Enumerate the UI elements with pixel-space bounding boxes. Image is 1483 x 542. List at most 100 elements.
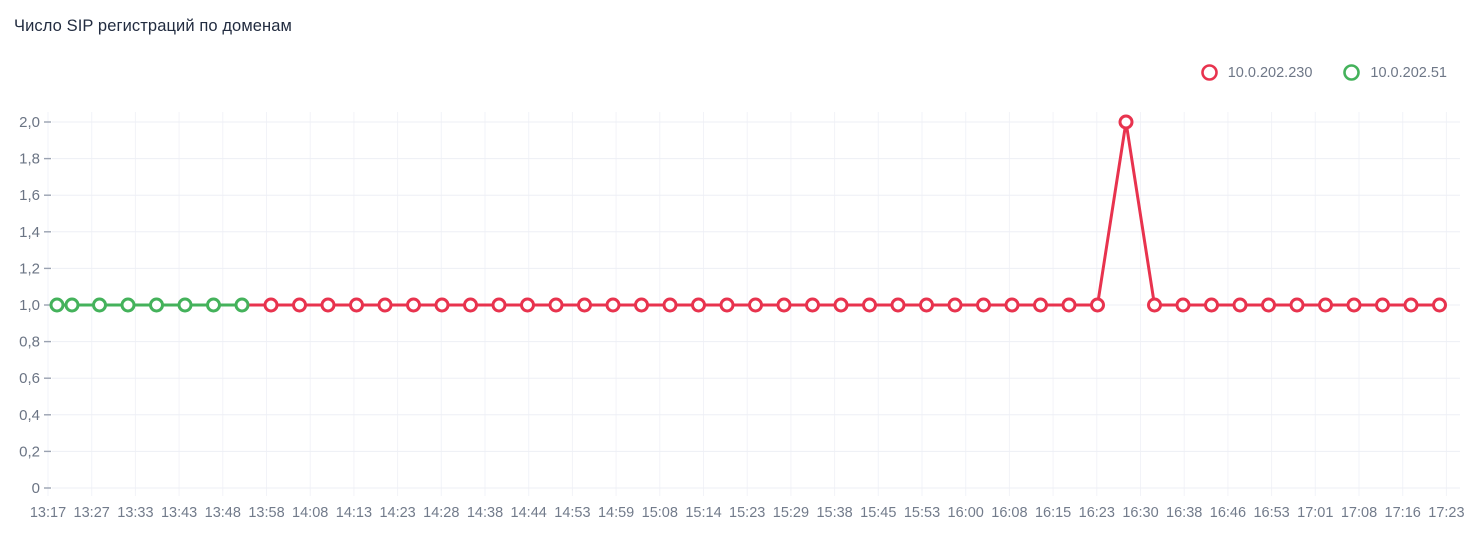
x-axis-label: 14:23	[379, 505, 415, 521]
series-marker-icon	[1343, 64, 1361, 81]
data-point-marker[interactable]	[206, 297, 221, 313]
legend-item-10-0-202-230[interactable]: 10.0.202.230	[1200, 63, 1313, 82]
x-axis-label: 15:53	[904, 505, 940, 521]
data-point-marker[interactable]	[1432, 297, 1447, 313]
x-axis-label: 13:27	[74, 505, 110, 521]
y-axis-label: 1,6	[19, 187, 40, 204]
x-axis-label: 16:53	[1253, 505, 1289, 521]
x-axis-label: 13:43	[161, 505, 197, 521]
data-point-marker[interactable]	[320, 297, 336, 313]
x-axis-label: 13:58	[248, 505, 284, 521]
x-axis-label: 16:00	[948, 505, 984, 521]
legend-label: 10.0.202.51	[1370, 64, 1447, 81]
y-axis-label: 0,4	[19, 407, 40, 424]
data-point-marker[interactable]	[890, 297, 906, 313]
data-point-marker[interactable]	[349, 297, 364, 313]
data-point-marker[interactable]	[947, 297, 963, 313]
y-axis-label: 0	[32, 480, 40, 497]
legend-item-10-0-202-51[interactable]: 10.0.202.51	[1342, 63, 1447, 82]
x-axis-label: 16:23	[1079, 505, 1115, 521]
x-axis-label: 13:17	[30, 505, 66, 521]
y-axis-label: 2,0	[19, 114, 40, 131]
data-point-marker[interactable]	[1204, 297, 1219, 313]
data-point-marker[interactable]	[1403, 297, 1419, 313]
data-point-marker[interactable]	[1375, 297, 1390, 313]
x-axis-label: 14:44	[511, 505, 547, 521]
red-ring-icon	[1200, 64, 1218, 81]
data-point-marker[interactable]	[691, 297, 706, 313]
data-point-marker[interactable]	[1261, 297, 1276, 313]
data-point-marker[interactable]	[263, 297, 279, 313]
y-axis-label: 0,2	[19, 443, 40, 460]
data-point-marker[interactable]	[406, 297, 421, 313]
y-axis-label: 0,8	[19, 334, 40, 351]
data-point-marker[interactable]	[862, 297, 877, 313]
x-axis-label: 16:15	[1035, 505, 1071, 521]
data-point-marker[interactable]	[120, 297, 136, 313]
green-ring-icon	[1343, 64, 1361, 81]
data-point-marker[interactable]	[719, 297, 735, 313]
x-axis-label: 14:53	[554, 505, 590, 521]
data-point-marker[interactable]	[1118, 114, 1134, 130]
data-point-marker[interactable]	[491, 297, 507, 313]
data-point-marker[interactable]	[1346, 297, 1362, 313]
data-point-marker[interactable]	[520, 297, 535, 313]
data-point-marker[interactable]	[377, 297, 393, 313]
data-point-marker[interactable]	[1147, 297, 1162, 313]
x-axis-label: 16:30	[1122, 505, 1158, 521]
data-point-marker[interactable]	[662, 297, 678, 313]
data-point-marker[interactable]	[177, 297, 193, 313]
x-axis-label: 16:08	[991, 505, 1027, 521]
data-point-marker[interactable]	[833, 297, 849, 313]
data-point-marker[interactable]	[1232, 297, 1248, 313]
chart-title: Число SIP регистраций по доменам	[14, 17, 292, 35]
x-axis-label: 14:38	[467, 505, 503, 521]
x-axis-label: 16:38	[1166, 505, 1202, 521]
data-point-marker[interactable]	[292, 297, 307, 313]
y-axis-label: 1,8	[19, 151, 40, 168]
data-point-marker[interactable]	[1318, 297, 1333, 313]
data-point-marker[interactable]	[548, 297, 564, 313]
y-axis-label: 1,2	[19, 260, 40, 277]
data-point-marker[interactable]	[748, 297, 763, 313]
data-point-marker[interactable]	[919, 297, 934, 313]
data-point-marker[interactable]	[577, 297, 592, 313]
data-point-marker[interactable]	[92, 297, 107, 313]
x-axis-label: 13:33	[117, 505, 153, 521]
series-marker-icon	[1200, 64, 1218, 81]
data-point-marker[interactable]	[976, 297, 991, 313]
x-axis-label: 14:59	[598, 505, 634, 521]
data-point-marker[interactable]	[463, 297, 478, 313]
data-point-marker[interactable]	[1004, 297, 1020, 313]
y-axis-label: 1,4	[19, 224, 40, 241]
x-axis-label: 15:23	[729, 505, 765, 521]
data-point-marker[interactable]	[776, 297, 792, 313]
data-point-marker[interactable]	[1090, 297, 1105, 313]
data-point-marker[interactable]	[805, 297, 820, 313]
data-point-marker[interactable]	[64, 297, 80, 313]
x-axis-label: 14:13	[336, 505, 372, 521]
x-axis-label: 14:08	[292, 505, 328, 521]
y-axis-label: 0,6	[19, 370, 40, 387]
data-point-marker[interactable]	[1175, 297, 1191, 313]
x-axis-label: 16:46	[1210, 505, 1246, 521]
data-point-marker[interactable]	[434, 297, 450, 313]
data-point-marker[interactable]	[634, 297, 649, 313]
data-point-marker[interactable]	[234, 297, 250, 313]
x-axis-label: 15:14	[685, 505, 721, 521]
x-axis-label: 15:08	[642, 505, 678, 521]
x-axis-label: 17:01	[1297, 505, 1333, 521]
x-axis-label: 17:08	[1341, 505, 1377, 521]
chart-legend: 10.0.202.230 10.0.202.51	[1200, 63, 1447, 82]
x-axis-label: 15:45	[860, 505, 896, 521]
data-point-marker[interactable]	[49, 297, 65, 313]
data-point-marker[interactable]	[1289, 297, 1305, 313]
data-point-marker[interactable]	[1061, 297, 1077, 313]
legend-label: 10.0.202.230	[1227, 64, 1313, 81]
x-axis-label: 15:38	[816, 505, 852, 521]
data-point-marker[interactable]	[605, 297, 621, 313]
data-point-marker[interactable]	[1033, 297, 1048, 313]
x-axis-label: 17:23	[1428, 505, 1464, 521]
data-point-marker[interactable]	[149, 297, 164, 313]
